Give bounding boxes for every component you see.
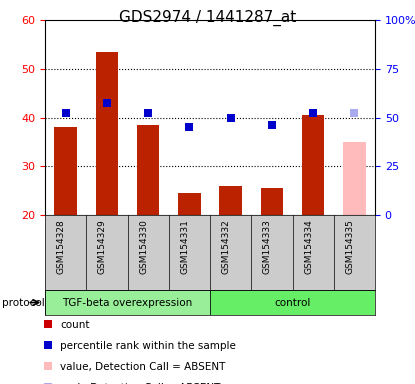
- Text: value, Detection Call = ABSENT: value, Detection Call = ABSENT: [60, 362, 225, 372]
- Bar: [210, 290, 375, 315]
- Bar: [44, 319, 52, 328]
- Text: GSM154329: GSM154329: [98, 219, 107, 273]
- Point: [62, 109, 69, 116]
- Point: [186, 124, 193, 130]
- Bar: [95, 52, 118, 215]
- Text: GSM154331: GSM154331: [181, 219, 189, 274]
- Point: [310, 109, 317, 116]
- Bar: [137, 125, 159, 215]
- Text: GSM154328: GSM154328: [56, 219, 66, 273]
- Text: GSM154335: GSM154335: [345, 219, 354, 274]
- Point: [145, 109, 151, 116]
- Text: TGF-beta overexpression: TGF-beta overexpression: [62, 298, 193, 308]
- Bar: [44, 362, 52, 371]
- Bar: [302, 115, 325, 215]
- Point: [269, 122, 275, 128]
- Bar: [343, 142, 366, 215]
- Text: GSM154330: GSM154330: [139, 219, 148, 274]
- Text: GSM154332: GSM154332: [222, 219, 231, 273]
- Text: protocol: protocol: [2, 298, 45, 308]
- Bar: [54, 127, 77, 215]
- Text: GSM154333: GSM154333: [263, 219, 272, 274]
- Text: GSM154334: GSM154334: [304, 219, 313, 273]
- Text: rank, Detection Call = ABSENT: rank, Detection Call = ABSENT: [60, 383, 220, 384]
- Point: [104, 100, 110, 106]
- Text: control: control: [274, 298, 311, 308]
- Bar: [45, 290, 210, 315]
- Bar: [44, 341, 52, 349]
- Bar: [261, 188, 283, 215]
- Bar: [44, 383, 52, 384]
- Bar: [219, 186, 242, 215]
- Text: GDS2974 / 1441287_at: GDS2974 / 1441287_at: [119, 10, 296, 26]
- Text: count: count: [60, 319, 90, 329]
- Text: percentile rank within the sample: percentile rank within the sample: [60, 341, 236, 351]
- Point: [227, 114, 234, 121]
- Point: [351, 109, 358, 116]
- Bar: [178, 193, 201, 215]
